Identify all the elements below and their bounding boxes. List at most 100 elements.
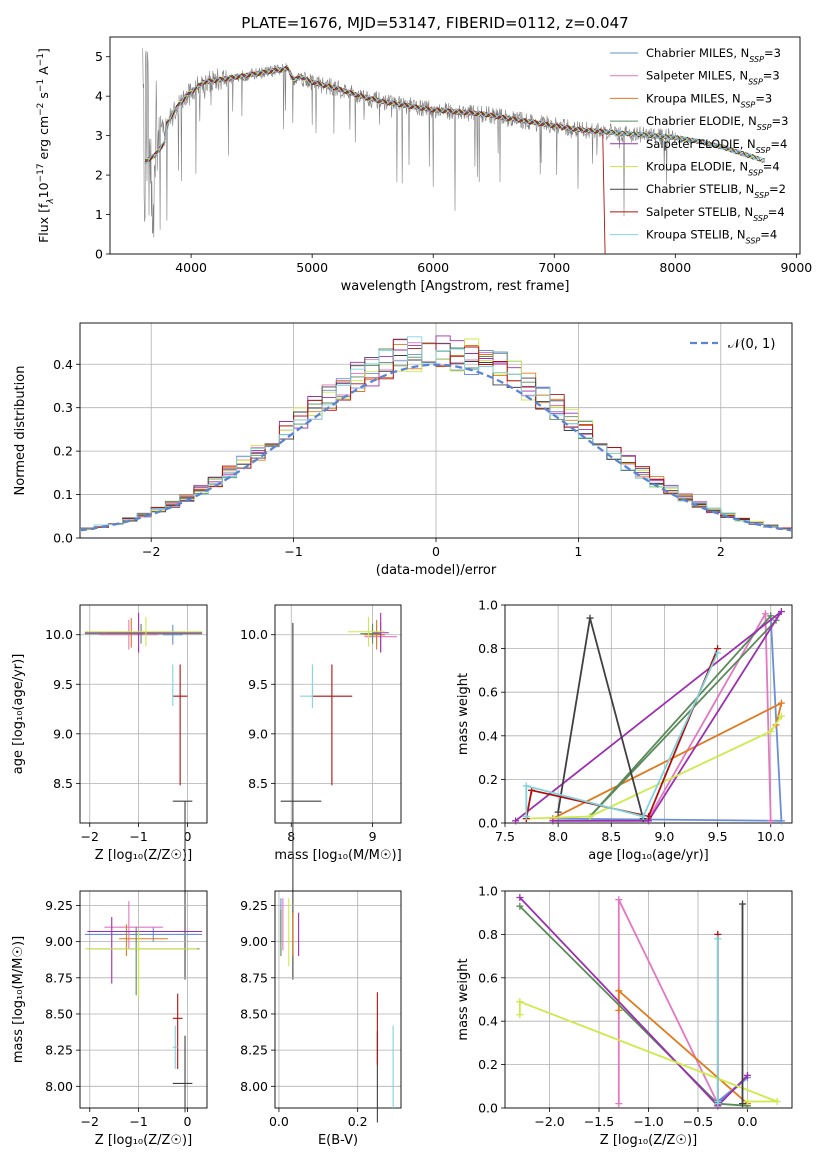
weight-marker (615, 1100, 623, 1108)
y-tick-label: 9.5 (53, 677, 73, 692)
x-axis-label: E(B-V) (318, 1133, 358, 1148)
y-tick-label: 8.25 (45, 1043, 73, 1058)
weight-marker (516, 902, 524, 910)
panel-weight_vs_age: 7.5 8.0 8.5 9.0 9.5 10.0 0.0 0.2 0.4 0.6 0.8 1.0 age… (456, 598, 793, 863)
y-tick-label: 9.25 (45, 898, 73, 913)
y-tick-label: 0.8 (478, 927, 498, 942)
weight-marker (777, 699, 785, 707)
weight-series-6 (557, 617, 645, 819)
y-tick-label: 1.0 (478, 884, 498, 899)
y-axis-label: mass weight (456, 958, 471, 1040)
y-tick-label: 0.2 (478, 772, 498, 787)
y-tick-label: 1 (95, 207, 103, 222)
x-tick-label: 2 (717, 544, 725, 559)
axes-frame (274, 890, 402, 1109)
x-tick-label: 8.5 (601, 829, 621, 844)
legend-entry: Kroupa STELIB, NSSP=4 (646, 228, 777, 246)
x-tick-label: −1.5 (584, 1114, 614, 1129)
weight-marker (777, 712, 785, 720)
y-tick-label: 9.0 (248, 726, 268, 741)
panel-mass_vs_ebv: 0.0 0.2 8.00 8.25 8.50 8.75 9.00 9.25 E(B-V) (240, 890, 402, 1148)
y-tick-label: 8.50 (240, 1006, 268, 1021)
x-tick-label: −2.0 (534, 1114, 564, 1129)
y-tick-label: 9.0 (53, 726, 73, 741)
weight-marker (767, 727, 775, 735)
y-tick-label: 5 (95, 49, 103, 64)
x-tick-label: 1 (574, 544, 582, 559)
y-tick-label: 8.50 (45, 1006, 73, 1021)
x-tick-label: 9.0 (654, 829, 674, 844)
histogram-8 (80, 336, 792, 532)
weight-marker (512, 817, 520, 825)
x-tick-label: 5000 (296, 260, 328, 275)
x-tick-label: −0.5 (683, 1114, 713, 1129)
y-tick-label: 0.0 (478, 1101, 498, 1116)
x-axis-label: Z [log₁₀(Z/Z☉)] (95, 1133, 192, 1148)
weight-series-0 (558, 615, 783, 822)
x-tick-label: 8.0 (548, 829, 568, 844)
x-tick-label: −1 (284, 544, 302, 559)
y-axis-label: age [log₁₀(age/yr)] (11, 654, 26, 775)
x-tick-label: 0 (432, 544, 440, 559)
y-tick-label: 9.25 (240, 898, 268, 913)
x-tick-label: 4000 (175, 260, 207, 275)
legend-entry: Kroupa MILES, NSSP=3 (646, 91, 772, 109)
weight-marker (773, 1097, 781, 1105)
weight-series-8 (525, 652, 719, 818)
y-tick-label: 0 (95, 247, 103, 262)
weight-marker (743, 1097, 751, 1105)
x-axis-label: (data-model)/error (376, 563, 497, 578)
y-tick-label: 0.6 (478, 970, 498, 985)
weight-marker (761, 610, 769, 618)
x-tick-label: 0.0 (738, 1114, 758, 1129)
weight-marker (714, 935, 722, 943)
x-tick-label: 9.5 (708, 829, 728, 844)
axes-frame (79, 322, 793, 539)
x-axis-label: Z [log₁₀(Z/Z☉)] (95, 848, 192, 863)
panel-weight_vs_Z: −2.0 −1.5 −1.0 −0.5 0.0 0.0 0.2 0.4 0.6 0.8 1.0 Z [… (456, 884, 793, 1148)
y-tick-label: 0.3 (53, 400, 73, 415)
y-tick-label: 10.0 (240, 627, 268, 642)
weight-marker (586, 812, 594, 820)
x-tick-label: −1 (129, 1114, 147, 1129)
x-tick-label: 9 (369, 829, 377, 844)
y-tick-label: 9.00 (240, 934, 268, 949)
legend-entry: Salpeter ELODIE, NSSP=4 (646, 137, 787, 155)
spectrum-plot (142, 48, 766, 254)
y-tick-label: 2 (95, 168, 103, 183)
axes-frame (274, 604, 402, 824)
weight-series-5 (518, 1000, 778, 1103)
y-tick-label: 10.0 (45, 627, 73, 642)
legend-entry: Chabrier MILES, NSSP=3 (646, 46, 781, 64)
y-tick-label: 0.6 (478, 685, 498, 700)
x-tick-label: 8 (287, 829, 295, 844)
y-tick-label: 0.2 (478, 1057, 498, 1072)
weight-marker (516, 1011, 524, 1019)
y-tick-label: 0.2 (53, 444, 73, 459)
x-tick-label: 0.2 (348, 1114, 368, 1129)
y-tick-label: 0.4 (53, 357, 73, 372)
normal-curve (80, 363, 792, 532)
y-tick-label: 8.75 (45, 970, 73, 985)
weight-marker (739, 1100, 747, 1108)
panel-spectrum: 4000 5000 6000 7000 8000 9000 0 1 2 3 4 5 wavelength… (36, 36, 812, 294)
x-tick-label: 8000 (659, 260, 691, 275)
y-tick-label: 9.00 (45, 934, 73, 949)
weight-marker (516, 998, 524, 1006)
model-spectrum-8 (144, 66, 766, 164)
x-tick-label: 9000 (780, 260, 812, 275)
weight-marker (522, 812, 530, 820)
weight-marker (615, 987, 623, 995)
y-tick-label: 8.5 (53, 776, 73, 791)
y-tick-label: 8.5 (248, 776, 268, 791)
weight-marker (639, 812, 647, 820)
y-axis-label: Flux [fλ10−17 erg cm−2 s−1 A−1] (36, 48, 56, 243)
y-tick-label: 0.4 (478, 1014, 498, 1029)
x-tick-label: 0.0 (269, 1114, 289, 1129)
histogram-plot (80, 335, 792, 532)
model-spectrum-7 (144, 66, 606, 254)
y-tick-label: 4 (95, 89, 103, 104)
y-tick-label: 8.25 (240, 1043, 268, 1058)
weight-marker (743, 1071, 751, 1079)
